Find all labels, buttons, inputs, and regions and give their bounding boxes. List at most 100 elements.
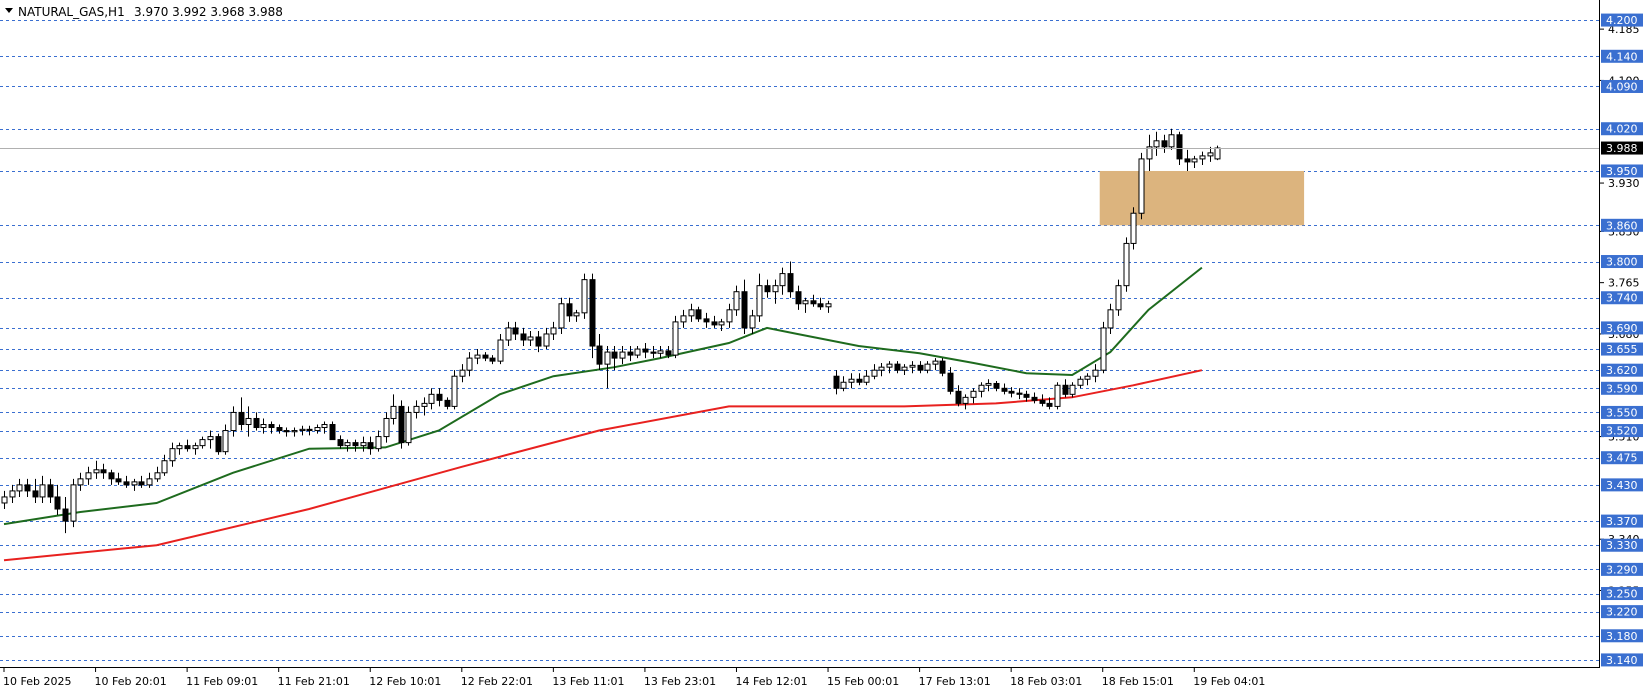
time-tick-label: 14 Feb 12:01 <box>735 675 807 688</box>
candle <box>657 346 664 359</box>
candle-body <box>253 417 260 429</box>
candle-body <box>505 327 512 341</box>
candle-body <box>848 378 855 383</box>
candle <box>62 496 69 534</box>
candle-body <box>207 436 214 441</box>
candle-body <box>329 424 336 441</box>
candle-body <box>367 442 374 450</box>
candle-body <box>947 372 954 392</box>
candle <box>833 370 840 395</box>
candle <box>558 297 565 334</box>
level-price-tag: 3.690 <box>1601 321 1643 335</box>
candle <box>77 472 84 491</box>
candle-body <box>1146 146 1153 160</box>
candle-body <box>886 363 893 368</box>
chart-header[interactable]: NATURAL_GAS,H1 3.970 3.992 3.968 3.988 <box>5 5 283 19</box>
candle <box>207 430 214 449</box>
candle <box>703 312 710 328</box>
level-tag-label: 3.800 <box>1606 256 1638 269</box>
candle <box>741 279 748 334</box>
candle-body <box>924 363 931 371</box>
candle-body <box>901 366 908 371</box>
triangle-down-icon[interactable] <box>5 8 13 13</box>
candle-body <box>1069 384 1076 395</box>
candle <box>947 367 954 395</box>
level-tag-label: 3.950 <box>1606 165 1638 178</box>
candle <box>917 361 924 374</box>
candle <box>1191 155 1198 168</box>
level-tag-bg <box>1601 629 1643 643</box>
level-tag-bg <box>1601 514 1643 528</box>
candle <box>474 349 481 365</box>
candle <box>1199 151 1206 165</box>
time-axis-labels: 10 Feb 2025 10 Feb 20:01 11 Feb 09:01 11 Fe… <box>3 667 1265 688</box>
candle <box>886 361 893 374</box>
candle-body <box>161 460 168 474</box>
level-price-tag: 3.250 <box>1601 587 1643 601</box>
level-tag-label: 3.475 <box>1606 452 1638 465</box>
candle <box>733 285 740 316</box>
candle <box>344 439 351 452</box>
ma-fast-line <box>3 266 1203 526</box>
level-price-tag: 3.475 <box>1601 451 1643 465</box>
candle <box>482 352 489 362</box>
candle <box>634 346 641 359</box>
time-tick-label: 12 Feb 22:01 <box>461 675 533 688</box>
candle <box>398 400 405 449</box>
candle <box>222 424 229 455</box>
level-price-tag: 3.860 <box>1601 218 1643 232</box>
candle <box>627 346 634 362</box>
time-tick-label: 15 Feb 00:01 <box>827 675 899 688</box>
candle-body <box>520 333 527 341</box>
level-price-tag: 3.800 <box>1601 255 1643 269</box>
candle-body <box>238 411 245 426</box>
price-tick-label: 3.930 <box>1608 177 1640 190</box>
candle-body <box>276 427 283 432</box>
time-tick-label: 13 Feb 23:01 <box>644 675 716 688</box>
candle-body <box>749 315 756 329</box>
candle-body <box>421 402 428 407</box>
symbol-label: NATURAL_GAS,H1 <box>18 5 125 19</box>
candle-body <box>9 490 16 498</box>
candle <box>810 294 817 307</box>
candle-body <box>863 375 870 383</box>
level-price-tag: 4.020 <box>1601 122 1643 136</box>
candle <box>962 394 969 410</box>
candle-body <box>260 424 267 429</box>
level-tag-label: 3.250 <box>1606 588 1638 601</box>
candle-body <box>558 303 565 329</box>
candle-body <box>138 481 145 486</box>
level-tag-label: 4.140 <box>1606 50 1638 63</box>
level-price-tag: 3.655 <box>1601 342 1643 356</box>
candle-body <box>985 382 992 386</box>
candle <box>856 373 863 386</box>
candle-body <box>123 481 130 486</box>
time-tick-label: 18 Feb 03:01 <box>1010 675 1082 688</box>
candle-body <box>375 436 382 450</box>
candle <box>1077 376 1084 389</box>
candle-body <box>680 315 687 323</box>
level-price-tag: 3.330 <box>1601 538 1643 552</box>
level-tag-label: 3.330 <box>1606 539 1638 552</box>
candle-body <box>1008 390 1015 394</box>
candle <box>787 261 794 298</box>
level-tag-bg <box>1601 381 1643 395</box>
level-price-tag: 4.140 <box>1601 49 1643 63</box>
candle <box>314 424 321 434</box>
candle <box>192 442 199 455</box>
candle-body <box>917 364 924 371</box>
candle-body <box>1214 147 1221 160</box>
demand-zone <box>1099 170 1305 226</box>
level-tag-bg <box>1601 424 1643 438</box>
candle <box>238 397 245 431</box>
candle <box>47 478 54 503</box>
level-tag-label: 3.740 <box>1606 292 1638 305</box>
candle <box>497 333 504 365</box>
candle-body <box>581 279 588 314</box>
level-price-tag: 4.090 <box>1601 79 1643 93</box>
time-tick-label: 18 Feb 15:01 <box>1102 675 1174 688</box>
candle <box>291 427 298 437</box>
candle-body <box>589 279 596 347</box>
